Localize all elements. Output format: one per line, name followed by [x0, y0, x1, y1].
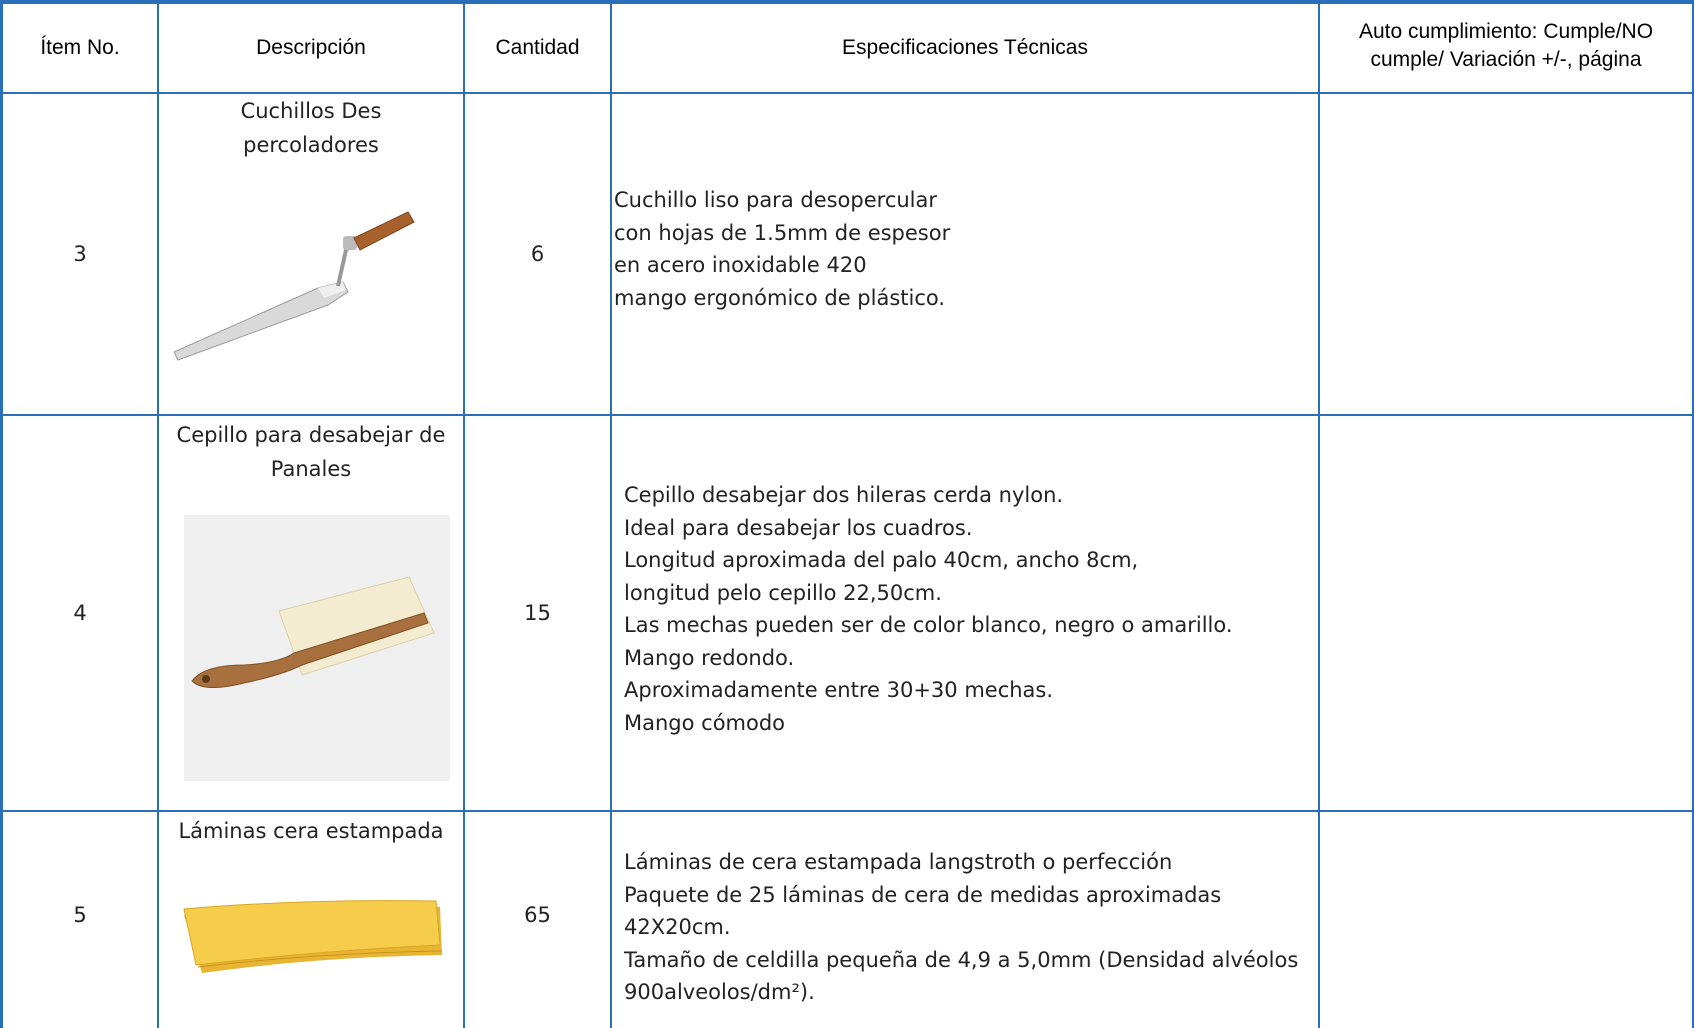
brush-image [184, 515, 450, 781]
specs-cell: Cepillo desabejar dos hileras cerda nylo… [612, 416, 1320, 812]
spec-line: Cuchillo liso para desopercular [614, 188, 938, 212]
spec-line: Tamaño de celdilla pequeña de 4,9 a 5,0m… [624, 947, 1299, 972]
spec-line: Láminas de cera estampada langstroth o p… [624, 850, 1173, 874]
header-cell: Descripción [159, 4, 465, 94]
header-cell: Cantidad [465, 4, 612, 94]
compliance-cell [1320, 94, 1694, 416]
compliance-cell [1320, 812, 1694, 1028]
spec-line: Mango cómodo [624, 710, 786, 735]
header-cell: Especificaciones Técnicas [612, 4, 1320, 94]
spec-line: Cepillo desabejar dos hileras cerda nylo… [624, 483, 1064, 507]
compliance-cell [1320, 416, 1694, 812]
spec-line: con hojas de 1.5mm de espesor [614, 220, 951, 245]
item-cell: 3 [3, 94, 159, 416]
spec-line: Mango redondo. [624, 645, 795, 670]
description-cell: Cepillo para desabejar de Panales [159, 416, 465, 812]
spec-line: longitud pelo cepillo 22,50cm. [624, 580, 942, 605]
knife-image [173, 211, 415, 361]
spec-line: 900alveolos/dm²). [624, 980, 815, 1004]
spec-line: Aproximadamente entre 30+30 mechas. [624, 678, 1054, 702]
specs-cell: Láminas de cera estampada langstroth o p… [612, 812, 1320, 1028]
description-cell: Láminas cera estampada [159, 812, 465, 1028]
quantity-cell: 15 [465, 416, 612, 812]
wax-image [183, 900, 443, 973]
spec-line: 42X20cm. [624, 915, 731, 939]
header-cell: Ítem No. [3, 4, 159, 94]
spec-line: Las mechas pueden ser de color blanco, n… [624, 613, 1233, 637]
quantity-cell: 65 [465, 812, 612, 1028]
description-cell: Cuchillos Des percoladores [159, 94, 465, 416]
header-cell: Auto cumplimiento: Cumple/NO cumple/ Var… [1320, 4, 1694, 94]
spec-line: en acero inoxidable 420 [614, 253, 867, 277]
spec-line: Paquete de 25 láminas de cera de medidas… [624, 882, 1222, 907]
quantity-cell: 6 [465, 94, 612, 416]
specs-cell: Cuchillo liso para desopercular con hojas… [612, 94, 1320, 416]
spec-line: Ideal para desabejar los cuadros. [624, 515, 973, 540]
spec-line: Longitud aproximada del palo 40cm, ancho… [624, 548, 1139, 572]
item-cell: 4 [3, 416, 159, 812]
item-cell: 5 [3, 812, 159, 1028]
spec-line: mango ergonómico de plástico. [614, 285, 946, 310]
